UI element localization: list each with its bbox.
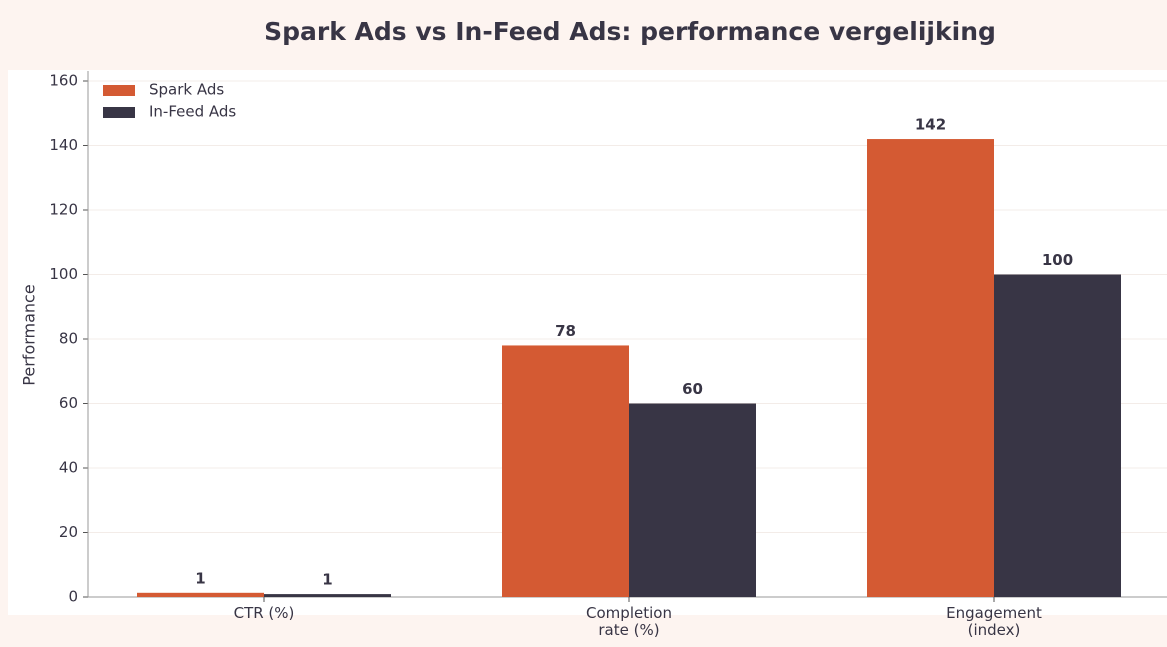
y-tick-label: 100 (49, 265, 78, 283)
chart-title: Spark Ads vs In-Feed Ads: performance ve… (264, 17, 996, 46)
bar (994, 274, 1121, 597)
data-label: 142 (915, 116, 946, 134)
bar (502, 345, 629, 597)
legend-label: Spark Ads (149, 81, 224, 99)
bar (629, 403, 756, 597)
y-tick-label: 40 (59, 459, 78, 477)
legend-swatch (103, 85, 135, 96)
x-tick-label: CTR (%) (233, 604, 295, 622)
data-label: 1 (322, 571, 332, 589)
data-label: 60 (682, 380, 703, 398)
legend-swatch (103, 107, 135, 118)
x-tick-label: Engagement (index) (946, 604, 1042, 639)
bar (867, 139, 994, 598)
x-tick-label: Completion rate (%) (586, 604, 672, 639)
data-label: 1 (195, 569, 205, 587)
y-tick-label: 160 (49, 72, 78, 90)
y-tick-label: 20 (59, 523, 78, 541)
bar (264, 594, 391, 597)
y-tick-label: 80 (59, 330, 78, 348)
y-tick-label: 60 (59, 394, 78, 412)
y-tick-label: 120 (49, 201, 78, 219)
y-tick-label: 0 (68, 588, 78, 606)
bar (137, 592, 264, 597)
y-tick-label: 140 (49, 136, 78, 154)
data-label: 78 (555, 322, 576, 340)
y-axis-label: Performance (20, 284, 39, 385)
data-label: 100 (1042, 251, 1073, 269)
legend-label: In-Feed Ads (149, 103, 236, 121)
